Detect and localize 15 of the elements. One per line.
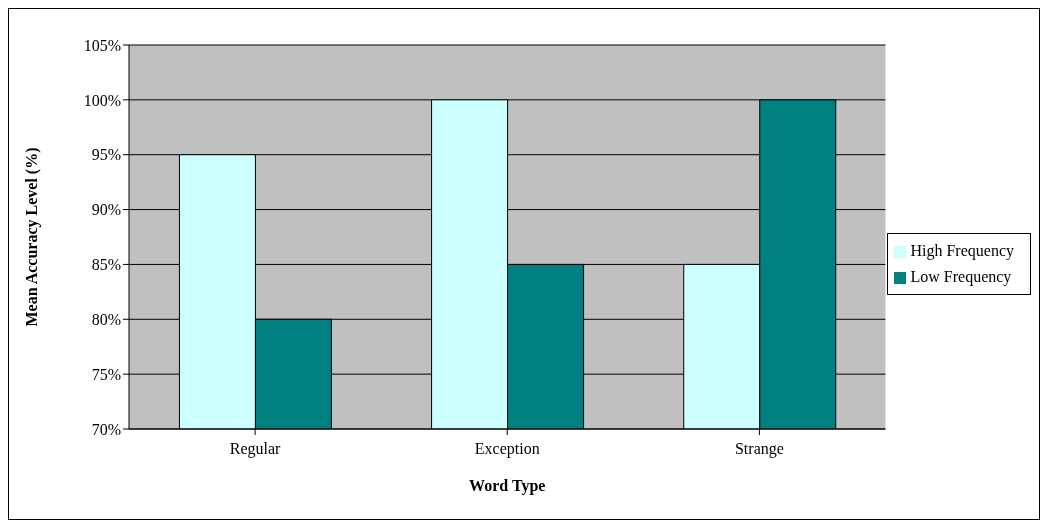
y-tick-label: 100% xyxy=(83,91,121,109)
y-tick-label: 80% xyxy=(91,310,121,328)
y-axis-title: Mean Accuracy Level (%) xyxy=(22,147,41,327)
x-tick-label: Strange xyxy=(734,440,784,459)
y-tick-label: 85% xyxy=(91,256,121,274)
y-tick-label: 75% xyxy=(91,365,121,383)
y-tick-label: 105% xyxy=(83,36,121,54)
x-axis-title: Word Type xyxy=(469,477,546,495)
legend-label: High Frequency xyxy=(910,242,1014,259)
x-tick-label: Exception xyxy=(474,440,540,459)
x-tick-label: Regular xyxy=(229,440,282,459)
y-tick-label: 90% xyxy=(91,201,121,219)
y-tick-label: 95% xyxy=(91,146,121,164)
legend-label: Low Frequency xyxy=(910,268,1012,285)
y-tick-label: 70% xyxy=(91,420,121,438)
